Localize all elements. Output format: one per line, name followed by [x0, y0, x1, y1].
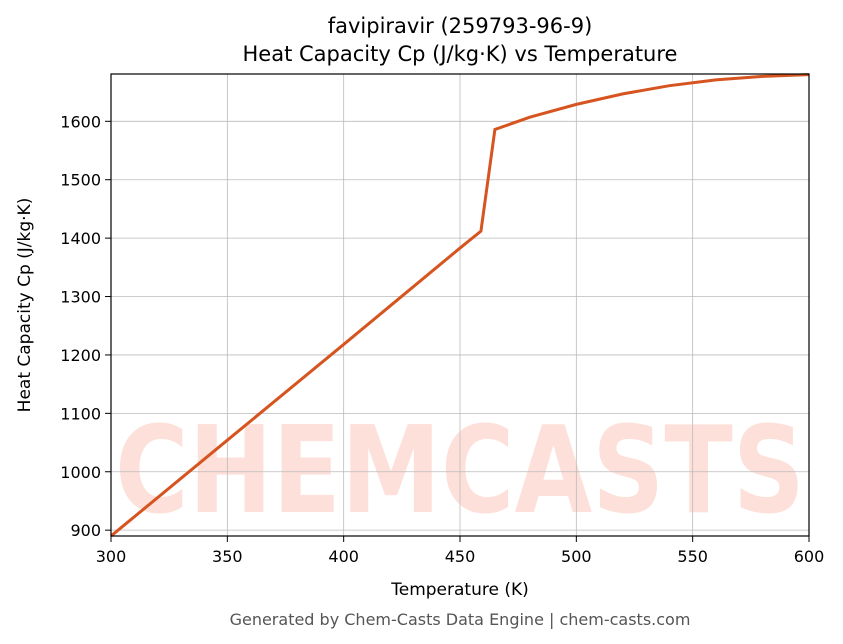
y-tick-label: 1200: [60, 346, 101, 365]
y-tick-label: 1500: [60, 171, 101, 190]
x-tick-label: 300: [96, 547, 127, 566]
x-tick-label: 400: [328, 547, 359, 566]
data-line: [110, 73, 810, 538]
x-tick-label: 500: [561, 547, 592, 566]
chart-subtitle: Heat Capacity Cp (J/kg·K) vs Temperature: [243, 42, 678, 66]
y-tick-label: 1300: [60, 288, 101, 307]
footer: Generated by Chem-Casts Data Engine | ch…: [230, 610, 691, 629]
y-tick-label: 1100: [60, 404, 101, 423]
chart-title: favipiravir (259793-96-9): [328, 14, 593, 38]
plot-frame: [110, 73, 810, 537]
x-tick-label: 350: [212, 547, 243, 566]
y-tick-label: 1000: [60, 463, 101, 482]
y-tick-label: 1600: [60, 112, 101, 131]
x-tick-label: 550: [677, 547, 708, 566]
y-axis-label: Heat Capacity Cp (J/kg·K): [15, 198, 35, 413]
x-tick-label: 600: [794, 547, 825, 566]
y-tick-label: 1400: [60, 229, 101, 248]
x-tick-label: 450: [445, 547, 476, 566]
y-tick-label: 900: [70, 521, 101, 540]
x-axis-label: Temperature (K): [390, 580, 529, 600]
